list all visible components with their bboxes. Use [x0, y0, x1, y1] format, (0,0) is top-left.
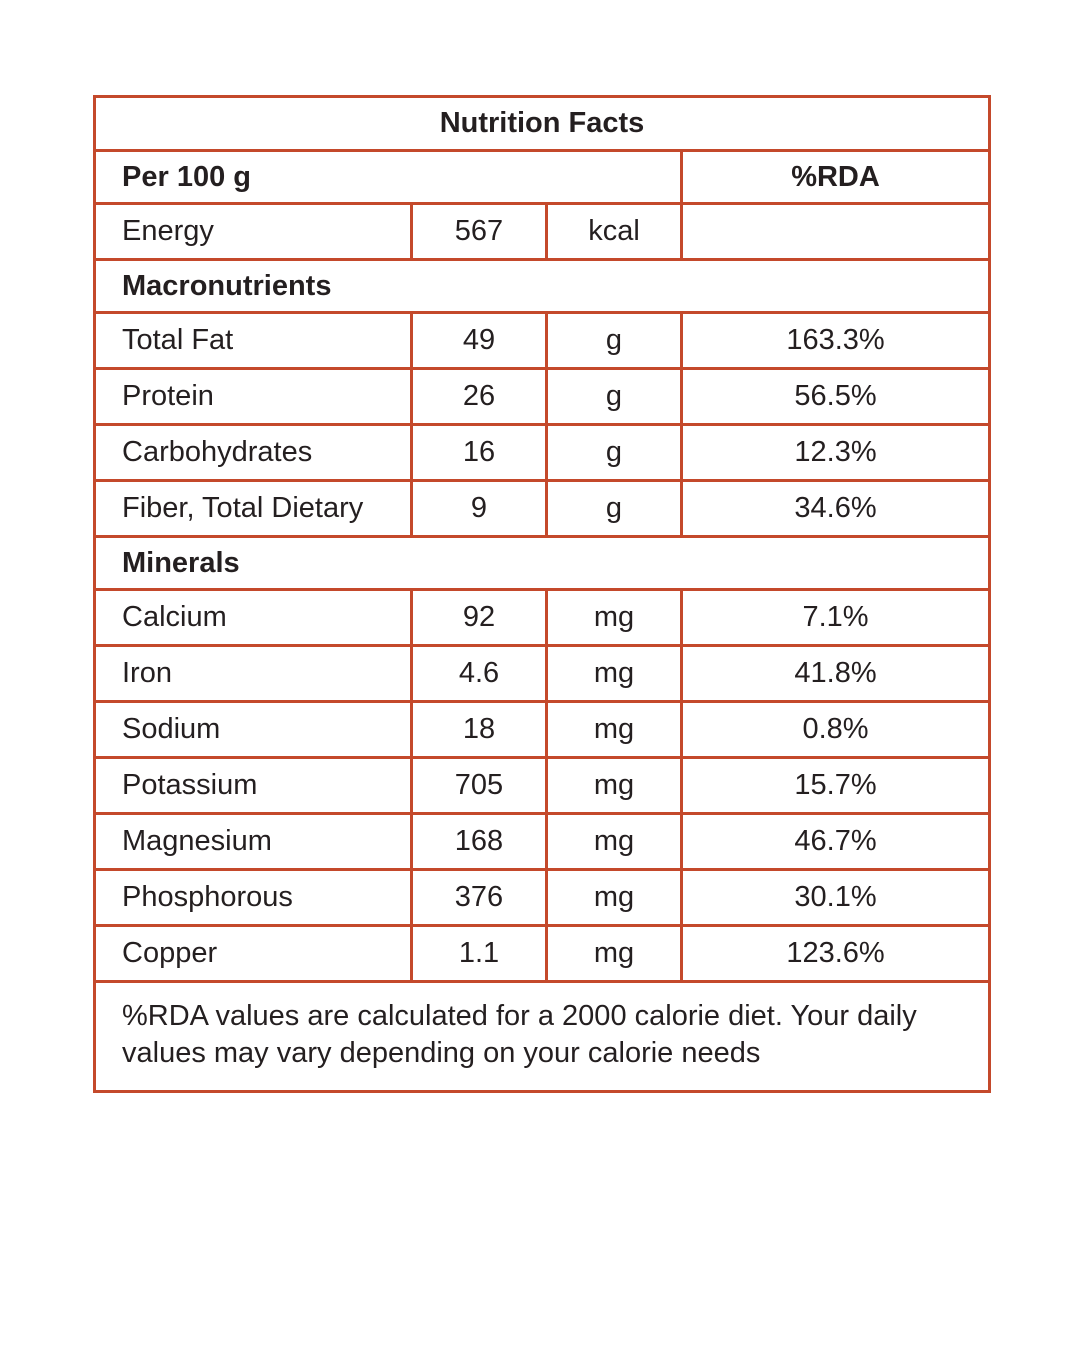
row-rda: 46.7%	[680, 812, 991, 871]
table-row: Carbohydrates 16 g 12.3%	[93, 423, 991, 482]
section-header: Minerals	[93, 535, 991, 591]
row-unit: mg	[545, 588, 683, 647]
row-label: Carbohydrates	[93, 423, 413, 482]
row-unit: mg	[545, 924, 683, 983]
table-row: Potassium 705 mg 15.7%	[93, 756, 991, 815]
rda-column-header: %RDA	[680, 149, 991, 205]
row-value: 16	[410, 423, 548, 482]
row-label: Potassium	[93, 756, 413, 815]
table-row: Phosphorous 376 mg 30.1%	[93, 868, 991, 927]
table-row: Minerals	[93, 535, 991, 591]
section-header: Macronutrients	[93, 258, 991, 314]
row-label: Fiber, Total Dietary	[93, 479, 413, 538]
table-row: Magnesium 168 mg 46.7%	[93, 812, 991, 871]
row-rda: 30.1%	[680, 868, 991, 927]
row-label: Calcium	[93, 588, 413, 647]
table-row: Protein 26 g 56.5%	[93, 367, 991, 426]
row-label: Protein	[93, 367, 413, 426]
row-value: 4.6	[410, 644, 548, 703]
row-label: Energy	[93, 202, 413, 261]
table-row: Total Fat 49 g 163.3%	[93, 311, 991, 370]
table-row: Macronutrients	[93, 258, 991, 314]
page-title: Nutrition Facts	[93, 95, 991, 152]
row-unit: kcal	[545, 202, 683, 261]
row-value: 9	[410, 479, 548, 538]
row-rda: 163.3%	[680, 311, 991, 370]
row-value: 26	[410, 367, 548, 426]
table-row: Energy 567 kcal	[93, 202, 991, 261]
row-unit: mg	[545, 700, 683, 759]
nutrition-facts-table: Nutrition Facts Per 100 g %RDA Energy 56…	[93, 95, 991, 1093]
row-rda: 15.7%	[680, 756, 991, 815]
row-value: 168	[410, 812, 548, 871]
table-row: Nutrition Facts	[93, 95, 991, 152]
row-rda: 7.1%	[680, 588, 991, 647]
row-rda: 123.6%	[680, 924, 991, 983]
row-unit: mg	[545, 812, 683, 871]
table-row: Fiber, Total Dietary 9 g 34.6%	[93, 479, 991, 538]
row-unit: g	[545, 367, 683, 426]
row-label: Magnesium	[93, 812, 413, 871]
row-label: Total Fat	[93, 311, 413, 370]
row-rda: 41.8%	[680, 644, 991, 703]
row-value: 1.1	[410, 924, 548, 983]
row-rda: 12.3%	[680, 423, 991, 482]
table-row: Copper 1.1 mg 123.6%	[93, 924, 991, 983]
row-value: 705	[410, 756, 548, 815]
row-label: Iron	[93, 644, 413, 703]
row-value: 18	[410, 700, 548, 759]
row-value: 92	[410, 588, 548, 647]
row-unit: g	[545, 423, 683, 482]
table-row: Per 100 g %RDA	[93, 149, 991, 205]
table-row: Calcium 92 mg 7.1%	[93, 588, 991, 647]
row-label: Copper	[93, 924, 413, 983]
row-rda: 34.6%	[680, 479, 991, 538]
row-unit: g	[545, 311, 683, 370]
row-value: 376	[410, 868, 548, 927]
row-unit: g	[545, 479, 683, 538]
row-label: Phosphorous	[93, 868, 413, 927]
row-rda	[680, 202, 991, 261]
table-row: Iron 4.6 mg 41.8%	[93, 644, 991, 703]
row-rda: 56.5%	[680, 367, 991, 426]
table-row: Sodium 18 mg 0.8%	[93, 700, 991, 759]
row-unit: mg	[545, 868, 683, 927]
footnote: %RDA values are calculated for a 2000 ca…	[93, 980, 991, 1093]
row-label: Sodium	[93, 700, 413, 759]
row-rda: 0.8%	[680, 700, 991, 759]
row-value: 567	[410, 202, 548, 261]
row-value: 49	[410, 311, 548, 370]
row-unit: mg	[545, 756, 683, 815]
table-row: %RDA values are calculated for a 2000 ca…	[93, 980, 991, 1093]
serving-size-header: Per 100 g	[93, 149, 683, 205]
row-unit: mg	[545, 644, 683, 703]
